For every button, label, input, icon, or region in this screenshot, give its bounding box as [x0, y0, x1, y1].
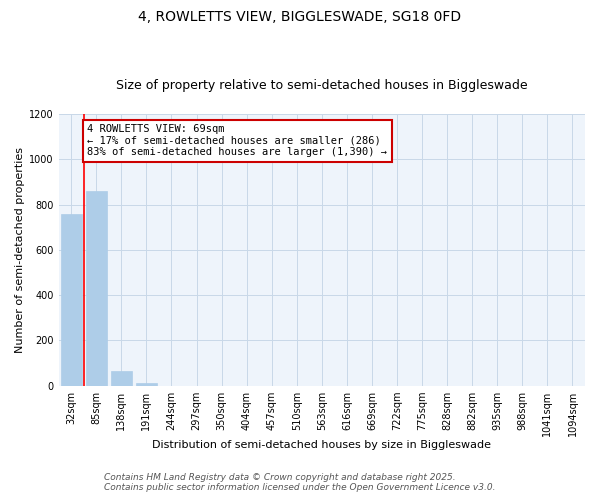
Bar: [136, 384, 157, 386]
Text: 4, ROWLETTS VIEW, BIGGLESWADE, SG18 0FD: 4, ROWLETTS VIEW, BIGGLESWADE, SG18 0FD: [139, 10, 461, 24]
Title: Size of property relative to semi-detached houses in Biggleswade: Size of property relative to semi-detach…: [116, 79, 527, 92]
Bar: [61, 214, 82, 386]
Bar: [86, 191, 107, 386]
Text: Contains HM Land Registry data © Crown copyright and database right 2025.
Contai: Contains HM Land Registry data © Crown c…: [104, 473, 496, 492]
X-axis label: Distribution of semi-detached houses by size in Biggleswade: Distribution of semi-detached houses by …: [152, 440, 491, 450]
Text: 4 ROWLETTS VIEW: 69sqm
← 17% of semi-detached houses are smaller (286)
83% of se: 4 ROWLETTS VIEW: 69sqm ← 17% of semi-det…: [88, 124, 388, 158]
Y-axis label: Number of semi-detached properties: Number of semi-detached properties: [15, 147, 25, 353]
Bar: [110, 371, 132, 386]
